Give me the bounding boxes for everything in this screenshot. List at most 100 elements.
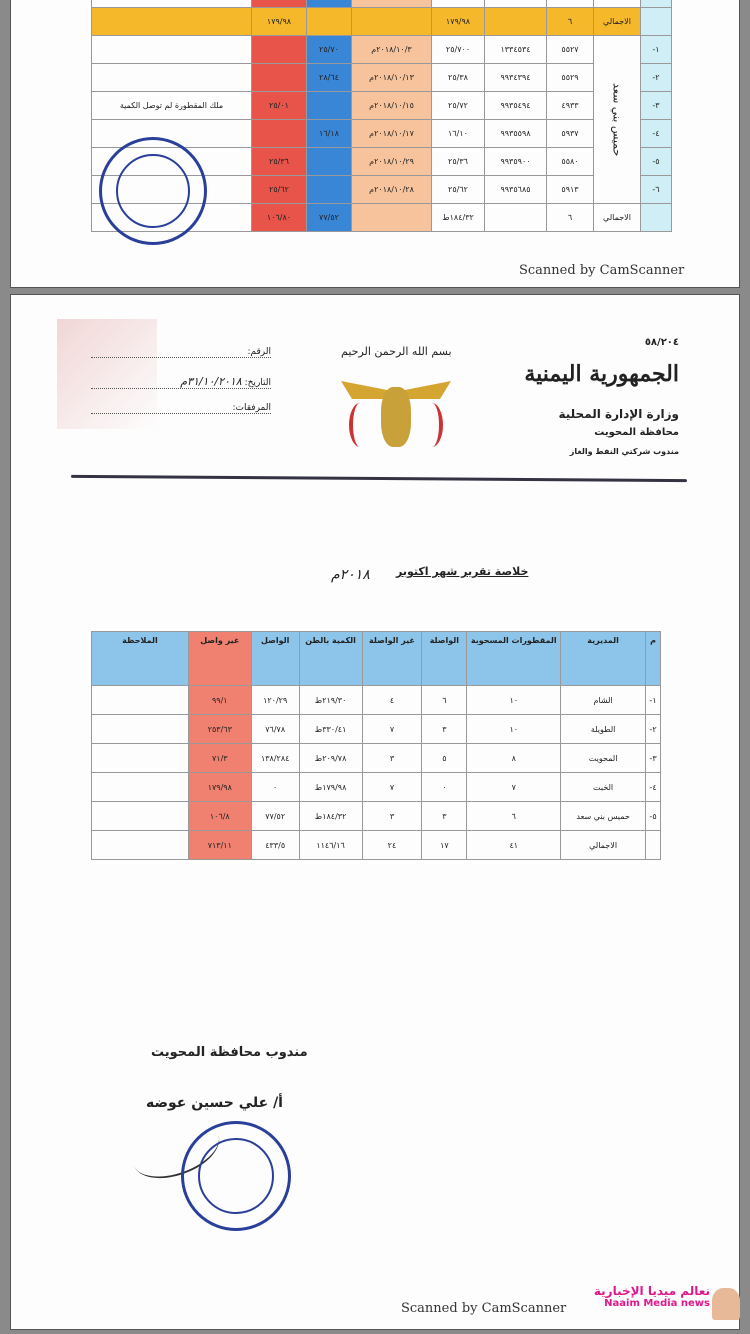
- table-cell: ٢٤: [361, 830, 423, 860]
- table-row: الاجمالي ٤١ ١٧ ٢٤ ١١٤٦/١٦ ٤٣٣/٥ ٧١٣/١١: [91, 830, 661, 860]
- table-cell: ١٣٣٤٥٣٤: [484, 35, 547, 64]
- total-row: الاجمالي ٦ ١٨٤/٣٢ط ٧٧/٥٢ ١٠٦/٨٠: [91, 203, 672, 232]
- table-cell: [306, 175, 352, 204]
- yemen-emblem: [341, 373, 451, 453]
- table-cell: [484, 0, 547, 8]
- table-row: ٥- حميس بني سعد ٦ ٣ ٣ ١٨٤/٣٢ط ٧٧/٥٢ ١٠٦/٨: [91, 801, 661, 831]
- report-year: ٢٠١٨م: [331, 567, 370, 583]
- table-cell: [306, 147, 352, 176]
- table-cell: [91, 0, 252, 8]
- table-cell: [306, 7, 352, 36]
- column-header: المقطورات المسحوبة: [466, 631, 562, 686]
- table-cell: ٩٩٣٥٥٩٨: [484, 119, 547, 148]
- republic-title: الجمهورية اليمنية: [524, 361, 679, 387]
- table-cell: [645, 830, 661, 860]
- number-field: الرقم:: [91, 347, 271, 358]
- table-cell: ٢٠١٨/١٠/٣م: [351, 35, 432, 64]
- table-cell: ٠: [421, 772, 468, 802]
- table-cell: ٢٥/٧٠٠: [431, 35, 485, 64]
- table-cell: ٩٩/١: [187, 685, 252, 715]
- table-cell: ٧: [361, 714, 423, 744]
- table-cell: [251, 119, 307, 148]
- office-name: مندوب شركتي النفط والغاز: [569, 447, 679, 456]
- table-cell: [91, 63, 252, 92]
- table-cell: [306, 91, 352, 120]
- table-cell: ٣-: [640, 91, 672, 120]
- table-cell: ٢٥/٣٦: [431, 147, 485, 176]
- table-row: [91, 0, 672, 8]
- table-cell: ٢٥/٠١: [251, 91, 307, 120]
- table-cell: ١٨٤/٣٢ط: [298, 801, 363, 831]
- table-cell: ٥٥٨٠: [546, 147, 594, 176]
- watermark-arabic: نعالم ميديا الإخبارية: [593, 1284, 710, 1298]
- header-smudge: [57, 319, 157, 429]
- table-cell: ٩٩٣٥٩٠٠: [484, 147, 547, 176]
- table-cell: ٣: [361, 743, 423, 773]
- table-cell: ٦: [421, 685, 468, 715]
- table-cell: الطويلة: [560, 714, 647, 744]
- official-stamp: [99, 137, 207, 245]
- table-cell: ٢٥/٣٨: [431, 63, 485, 92]
- ministry-name: وزارة الإدارة المحلية: [558, 407, 679, 421]
- table-cell: ٢٠١٨/١٠/١٧م: [351, 119, 432, 148]
- camscanner-footer: Scanned by CamScanner: [519, 263, 685, 278]
- table-cell: ٥٥٢٧: [546, 35, 594, 64]
- table-cell: ١٧: [421, 830, 468, 860]
- table-cell: ٤: [361, 685, 423, 715]
- watermark: نعالم ميديا الإخبارية Naaim Media news: [592, 1284, 742, 1324]
- table-cell: ١-: [640, 35, 672, 64]
- table-cell: ٣: [421, 714, 468, 744]
- signature-title: مندوب محافظة المحويت: [151, 1045, 308, 1060]
- table-cell: ٦: [466, 801, 562, 831]
- official-stamp: [181, 1121, 291, 1231]
- table-cell: ١٦/١٠: [431, 119, 485, 148]
- table-cell: [640, 203, 672, 232]
- table-cell: ٢٨/٦٤: [306, 63, 352, 92]
- table-cell: [91, 801, 189, 831]
- camscanner-footer: Scanned by CamScanner: [401, 1301, 567, 1316]
- table-cell: ٧: [466, 772, 562, 802]
- table-cell: الاجمالي: [593, 7, 641, 36]
- table-cell: ٣٣٠/٤١ط: [298, 714, 363, 744]
- column-header: غير الواصلة: [361, 631, 423, 686]
- table-cell: ٩٩٣٥٦٨٥: [484, 175, 547, 204]
- table-cell: ٩٩٣٤٣٩٤: [484, 63, 547, 92]
- table-cell: ١٠: [466, 685, 562, 715]
- table-row: ١- حميس بني سعد ٥٥٢٧ ١٣٣٤٥٣٤ ٢٥/٧٠٠ ٢٠١٨/١٠/٣…: [91, 35, 672, 204]
- table-cell: ٢٥٣/٦٣: [187, 714, 252, 744]
- scanned-page-1: الاجمالي ٦ ١٧٩/٩٨ ١٧٩/٩٨ ١- حميس بني سعد ٥٥٢٧ ١…: [10, 0, 740, 288]
- table-cell: [91, 685, 189, 715]
- table-cell: ١٠٦/٨٠: [251, 203, 307, 232]
- table-cell: الاجمالي: [593, 203, 641, 232]
- table-cell: ٢٠١٨/١٠/١٥م: [351, 91, 432, 120]
- column-header: م: [645, 631, 661, 686]
- table-cell: ١٧٩/٩٨: [187, 772, 252, 802]
- table-cell: ١٠٦/٨: [187, 801, 252, 831]
- table-cell: ٢٠٩/٧٨ط: [298, 743, 363, 773]
- table-cell: ١٠: [466, 714, 562, 744]
- header-divider: [70, 474, 688, 483]
- table-cell: ٣-: [645, 743, 661, 773]
- table-cell: المحويت: [560, 743, 647, 773]
- table-cell: ٢-: [640, 63, 672, 92]
- table-cell: [251, 63, 307, 92]
- table-cell: ١-: [645, 685, 661, 715]
- table-cell: ٢٥/٧٠: [306, 35, 352, 64]
- table-cell: ١٨٤/٣٢ط: [431, 203, 485, 232]
- table-cell: [251, 35, 307, 64]
- table-cell: الاجمالي: [560, 830, 647, 860]
- table-cell: ٦-: [640, 175, 672, 204]
- station-name: حميس بني سعد: [593, 35, 641, 204]
- table-cell: ٣: [361, 801, 423, 831]
- column-header: الواصل: [250, 631, 300, 686]
- table-cell: الشام: [560, 685, 647, 715]
- table-row: ٢- الطويلة ١٠ ٣ ٧ ٣٣٠/٤١ط ٧٦/٧٨ ٢٥٣/٦٣: [91, 714, 661, 744]
- table-cell: [91, 35, 252, 64]
- table-cell: ٤٩٣٣: [546, 91, 594, 120]
- table-cell: حميس بني سعد: [560, 801, 647, 831]
- table-cell: ٥-: [645, 801, 661, 831]
- reference-number: ٥٨/٢٠٤: [644, 337, 679, 348]
- table-cell: ٠: [250, 772, 300, 802]
- table-cell: ٢-: [645, 714, 661, 744]
- table-cell: [431, 0, 485, 8]
